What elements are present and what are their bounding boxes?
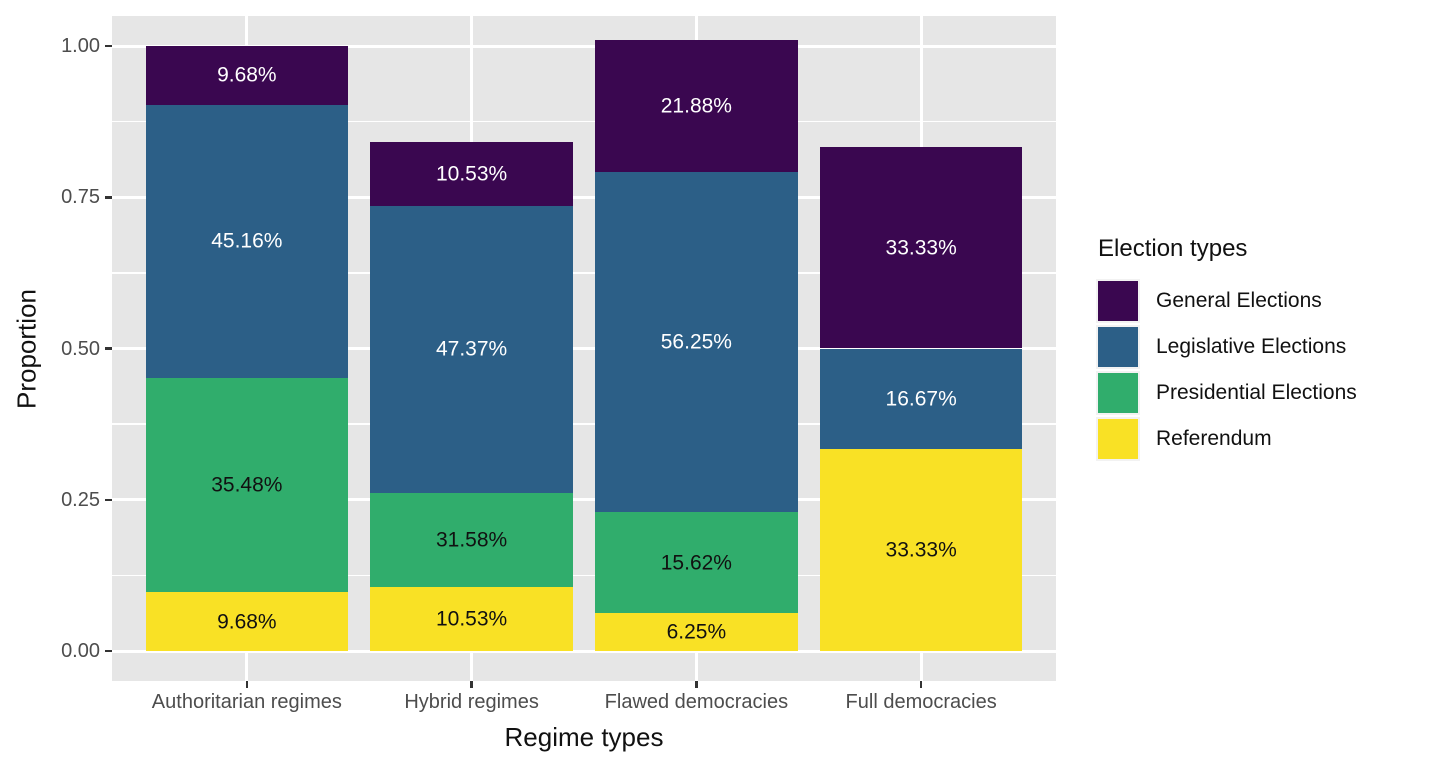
bar-segment-presidential-elections (145, 377, 348, 593)
legend-item-label: Legislative Elections (1156, 335, 1347, 358)
legend-item-label: Referendum (1156, 427, 1272, 450)
legend-key (1096, 325, 1140, 369)
x-tick-label: Authoritarian regimes (151, 691, 342, 713)
y-axis-title: Proportion (11, 288, 42, 409)
bar-segment-legislative-elections (595, 172, 798, 513)
bar-segment-referendum (820, 449, 1023, 651)
gridline-minor (112, 120, 1056, 123)
x-tick-label: Hybrid regimes (404, 691, 539, 713)
y-tick-mark (105, 649, 112, 653)
gridline-minor (112, 423, 1056, 425)
legend-item: Legislative Elections (1096, 325, 1357, 370)
bar-segment-legislative-elections (145, 104, 348, 378)
legend-key (1096, 371, 1140, 415)
y-tick-mark (105, 196, 112, 199)
bar-segment-general-elections (820, 146, 1023, 349)
legend-items: General Elections Legislative Elections Pr… (1096, 279, 1357, 462)
x-tick-label: Full democracies (845, 691, 997, 713)
legend-item-label: Presidential Elections (1156, 381, 1357, 404)
gridline-minor (112, 574, 1056, 577)
bar-segment-legislative-elections (820, 348, 1023, 450)
legend-key-swatch (1098, 419, 1138, 459)
legend-key (1096, 279, 1140, 323)
bar-segment-presidential-elections (595, 512, 798, 614)
y-tick-mark (105, 44, 112, 48)
legend-key-swatch (1098, 327, 1138, 367)
x-tick-mark (470, 681, 473, 688)
bar-hybrid-regimes: 10.53% 31.58% 47.37% 10.53% (370, 16, 573, 681)
y-tick-mark (105, 347, 112, 350)
legend-item: Presidential Elections (1096, 371, 1357, 416)
legend-key-swatch (1098, 281, 1138, 321)
legend-title: Election types (1098, 234, 1248, 262)
legend-item-label: General Elections (1156, 289, 1322, 312)
gridline-major (112, 44, 1056, 48)
bar-authoritarian-regimes: 9.68% 35.48% 45.16% 9.68% (145, 16, 348, 681)
gridline-major (112, 195, 1056, 199)
gridline-major (112, 649, 1056, 653)
y-tick-label: 0.00 (61, 640, 100, 662)
bar-segment-general-elections (145, 46, 348, 105)
bar-flawed-democracies: 6.25% 15.62% 56.25% 21.88% (595, 16, 798, 681)
x-tick-label: Flawed democracies (604, 691, 789, 713)
y-tick-mark (105, 498, 112, 501)
y-tick-label: 0.50 (61, 337, 100, 360)
legend-item: General Elections (1096, 279, 1357, 324)
bar-segment-referendum (595, 613, 798, 651)
legend-key (1096, 417, 1140, 461)
legend: Election types General Elections Legislat… (1096, 235, 1357, 463)
legend-key-swatch (1098, 373, 1138, 413)
x-tick-mark (919, 681, 923, 688)
gridline-major (112, 347, 1056, 350)
bar-segment-presidential-elections (370, 492, 573, 588)
bar-segment-general-elections (370, 142, 573, 207)
bar-segment-general-elections (595, 39, 798, 172)
gridline-major (112, 498, 1056, 502)
y-tick-label: 0.25 (61, 488, 100, 511)
y-tick-label: 0.75 (61, 186, 100, 209)
bar-segment-legislative-elections (370, 206, 573, 493)
gridline-minor (112, 272, 1056, 274)
x-tick-mark (245, 681, 249, 688)
plot-panel: 9.68% 35.48% 45.16% 9.68% 10.53% 31.58% 47.37%… (112, 16, 1056, 681)
y-tick-label: 1.00 (61, 35, 100, 57)
x-axis-title: Regime types (504, 722, 664, 752)
bar-full-democracies: 33.33% 16.67% 33.33% (820, 16, 1023, 681)
legend-item: Referendum (1096, 417, 1357, 462)
bar-segment-referendum (370, 587, 573, 651)
x-tick-mark (695, 681, 698, 688)
bar-segment-referendum (145, 592, 348, 651)
